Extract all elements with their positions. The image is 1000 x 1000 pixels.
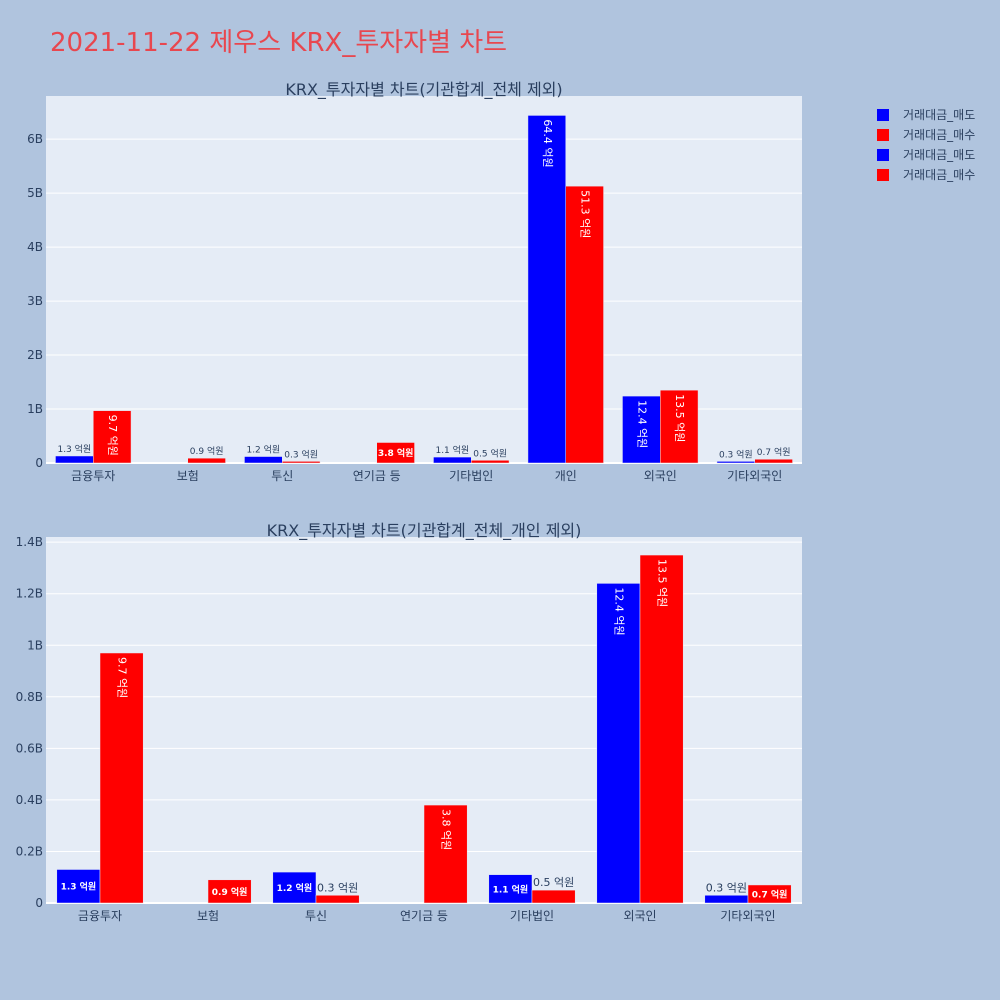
data-label: 64.4 억원 bbox=[541, 119, 554, 167]
x-tick-label: 기타외국인 bbox=[727, 469, 782, 483]
x-tick-label: 투신 bbox=[305, 909, 327, 923]
data-label: 1.3 억원 bbox=[57, 443, 91, 455]
legend-item[interactable]: 거래대금_매수 bbox=[903, 128, 975, 142]
x-tick-label: 개인 bbox=[555, 469, 577, 483]
data-label: 0.9 억원 bbox=[212, 886, 248, 898]
y-tick-label: 0 bbox=[35, 896, 43, 910]
bar[interactable] bbox=[716, 461, 756, 464]
y-tick-label: 1B bbox=[27, 638, 43, 652]
y-tick-label: 0.6B bbox=[16, 741, 43, 755]
x-tick-label: 기타외국인 bbox=[720, 909, 775, 923]
bar[interactable] bbox=[315, 895, 360, 904]
bar[interactable] bbox=[622, 395, 661, 464]
data-label: 0.3 억원 bbox=[317, 881, 358, 894]
legend-item[interactable]: 거래대금_매도 bbox=[903, 148, 975, 162]
data-label: 0.5 억원 bbox=[533, 876, 574, 889]
bar[interactable] bbox=[527, 115, 567, 464]
data-label: 1.2 억원 bbox=[277, 882, 313, 894]
y-tick-label: 4B bbox=[27, 240, 43, 254]
bar[interactable] bbox=[187, 457, 226, 464]
x-tick-label: 연기금 등 bbox=[353, 469, 401, 483]
chart-title: KRX_투자자별 차트(기관합계_전체_개인 제외) bbox=[267, 521, 582, 541]
legend-swatch[interactable] bbox=[877, 109, 889, 121]
data-label: 0.7 억원 bbox=[752, 888, 788, 900]
bar[interactable] bbox=[488, 874, 533, 904]
bar[interactable] bbox=[55, 455, 94, 464]
x-tick-label: 보험 bbox=[197, 909, 219, 923]
bar[interactable] bbox=[704, 895, 749, 904]
y-tick-label: 5B bbox=[27, 186, 43, 200]
legend-item[interactable]: 거래대금_매수 bbox=[903, 168, 975, 182]
page-title: 2021-11-22 제우스 KRX_투자자별 차트 bbox=[50, 28, 508, 58]
x-tick-label: 외국인 bbox=[623, 909, 656, 923]
chart-2: 0 0.2B 0.4B 0.6B 0.8B 1B 1.2B 1.4B KRX_투자자별 차트(기… bbox=[16, 521, 802, 923]
bar[interactable] bbox=[596, 583, 641, 904]
legend-swatch[interactable] bbox=[877, 149, 889, 161]
bar[interactable] bbox=[433, 456, 472, 464]
data-label: 0.3 억원 bbox=[284, 448, 318, 460]
data-label: 3.8 억원 bbox=[378, 447, 414, 459]
data-label: 13.5 억원 bbox=[673, 394, 686, 442]
data-label: 3.8 억원 bbox=[440, 809, 453, 850]
bar[interactable] bbox=[660, 389, 699, 464]
x-tick-label: 기타법인 bbox=[510, 909, 554, 923]
y-tick-label: 0.2B bbox=[16, 844, 43, 858]
y-tick-label: 0 bbox=[35, 456, 43, 470]
x-tick-label: 보험 bbox=[177, 469, 199, 483]
data-label: 13.5 억원 bbox=[656, 559, 669, 607]
data-label: 1.2 억원 bbox=[246, 444, 280, 456]
y-tick-label: 3B bbox=[27, 294, 43, 308]
data-label: 1.3 억원 bbox=[61, 881, 97, 893]
bar[interactable] bbox=[56, 869, 101, 904]
data-label: 0.5 억원 bbox=[473, 447, 507, 459]
data-label: 0.3 억원 bbox=[719, 448, 753, 460]
data-label: 0.7 억원 bbox=[757, 446, 791, 458]
bar[interactable] bbox=[754, 458, 793, 464]
x-tick-label: 기타법인 bbox=[449, 469, 493, 483]
legend-swatch[interactable] bbox=[877, 129, 889, 141]
x-tick-label: 금융투자 bbox=[71, 469, 115, 483]
bar[interactable] bbox=[565, 185, 604, 464]
legend-item[interactable]: 거래대금_매도 bbox=[903, 108, 975, 122]
bar[interactable] bbox=[531, 889, 576, 904]
bar[interactable] bbox=[93, 410, 132, 464]
y-tick-label: 6B bbox=[27, 132, 43, 146]
bar[interactable] bbox=[272, 871, 317, 904]
data-label: 9.7 억원 bbox=[106, 415, 119, 456]
x-tick-label: 연기금 등 bbox=[400, 909, 448, 923]
chart-title: KRX_투자자별 차트(기관합계_전체 제외) bbox=[285, 80, 562, 100]
y-tick-label: 1B bbox=[27, 402, 43, 416]
data-label: 1.1 억원 bbox=[493, 883, 529, 895]
y-tick-label: 1.4B bbox=[16, 535, 43, 549]
y-tick-label: 0.8B bbox=[16, 690, 43, 704]
data-label: 12.4 억원 bbox=[612, 587, 625, 635]
data-label: 9.7 억원 bbox=[116, 657, 129, 698]
y-tick-label: 0.4B bbox=[16, 793, 43, 807]
bar[interactable] bbox=[639, 554, 684, 904]
bar[interactable] bbox=[376, 442, 415, 464]
data-label: 0.9 억원 bbox=[190, 445, 224, 457]
data-label: 12.4 억원 bbox=[635, 400, 648, 448]
data-label: 0.3 억원 bbox=[706, 881, 747, 894]
bar[interactable] bbox=[99, 652, 144, 904]
bar[interactable] bbox=[423, 804, 468, 904]
data-label: 1.1 억원 bbox=[435, 444, 469, 456]
chart-1: 0 1B 2B 3B 4B 5B 6B KRX_투자자별 차트(기관합계_전체 제외) 금융투자… bbox=[27, 80, 802, 483]
bar[interactable] bbox=[471, 460, 510, 464]
bar[interactable] bbox=[282, 461, 321, 464]
y-tick-label: 2B bbox=[27, 348, 43, 362]
bar[interactable] bbox=[747, 884, 792, 904]
bar[interactable] bbox=[207, 879, 252, 904]
data-label: 51.3 억원 bbox=[579, 190, 592, 238]
y-tick-label: 1.2B bbox=[16, 587, 43, 601]
bar[interactable] bbox=[244, 456, 283, 464]
legend-swatch[interactable] bbox=[877, 169, 889, 181]
x-tick-label: 외국인 bbox=[644, 469, 677, 483]
x-tick-label: 금융투자 bbox=[78, 909, 122, 923]
x-tick-label: 투신 bbox=[271, 469, 293, 483]
